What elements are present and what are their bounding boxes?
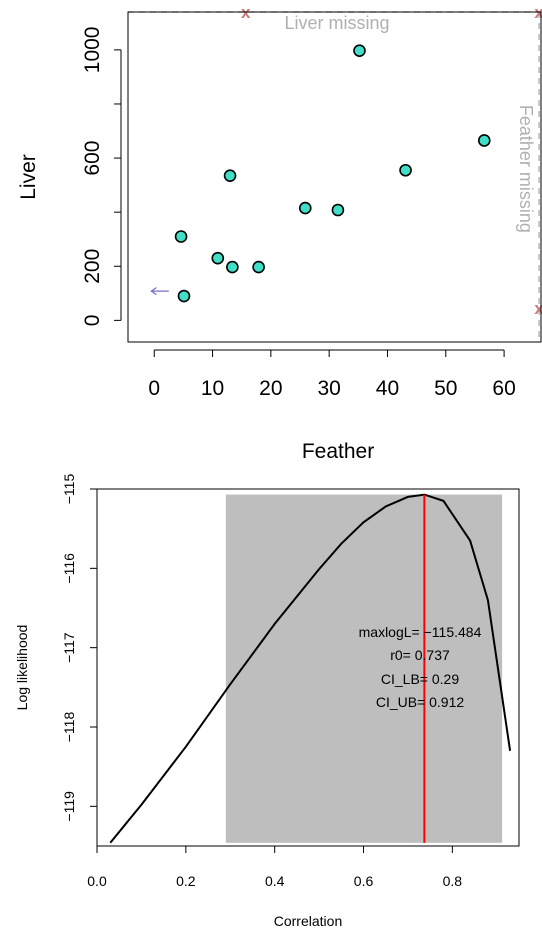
feather-missing-label: Feather missing (516, 105, 536, 233)
scatter-y-tick-label-1000: 1000 (81, 27, 104, 74)
scatter-x-axis: 0 10 20 30 40 50 60 (148, 349, 516, 400)
scatter-x-tick-label-0: 0 (148, 377, 160, 400)
likelihood-curve (109, 493, 512, 844)
scatter-point-3 (223, 169, 237, 182)
scatter-x-tick-label-60: 60 (492, 377, 515, 400)
scatter-y-tick-label-200: 200 (81, 249, 104, 284)
scatter-y-tick-label-0: 0 (81, 315, 104, 327)
likelihood-y-tick-label-3: −118 (61, 712, 77, 743)
scatter-point-6 (298, 201, 312, 215)
likelihood-x-axis: 0.0 0.2 0.4 0.6 0.8 (87, 845, 463, 889)
likelihood-x-tick-label-0: 0.0 (87, 873, 107, 889)
liver-missing-label: Liver missing (284, 13, 389, 33)
likelihood-y-tick-label-4: −119 (61, 791, 77, 822)
scatter-point-4 (226, 260, 239, 274)
likelihood-y-label: Log likelihood (14, 625, 30, 711)
scatter-x-tick-label-10: 10 (201, 377, 224, 400)
scatter-point-0 (174, 230, 188, 243)
likelihood-x-tick-label-1: 0.2 (176, 873, 196, 889)
likelihood-y-tick-label-2: −117 (61, 632, 77, 663)
scatter-y-tick-label-600: 600 (81, 141, 104, 176)
confidence-band (225, 494, 503, 843)
scatter-point-1 (177, 289, 191, 303)
likelihood-x-label: Correlation (274, 913, 342, 929)
scatter-point-9 (399, 163, 412, 177)
scatter-x-tick-label-50: 50 (434, 377, 457, 400)
likelihood-x-tick-label-3: 0.6 (354, 873, 374, 889)
stats-annotation: maxlogL= −115.484 r0= 0.737 CI_LB= 0.29 … (359, 624, 482, 710)
scatter-x-label: Feather (302, 440, 374, 463)
stat-ci-ub: CI_UB= 0.912 (376, 694, 465, 710)
scatter-x-tick-label-20: 20 (259, 377, 282, 400)
likelihood-x-tick-label-2: 0.4 (265, 873, 285, 889)
scatter-points (174, 44, 491, 303)
stat-r0: r0= 0.737 (390, 647, 450, 663)
scatter-panel: x xx 0 10 20 30 40 50 60 0 200 600 1000 Liver miss… (17, 3, 542, 463)
likelihood-panel: 0.0 0.2 0.4 0.6 0.8 −115 −116 −117 −118 −119 max… (14, 474, 520, 929)
offscale-arrow (150, 287, 169, 296)
scatter-y-label: Liver (17, 154, 40, 200)
scatter-plot-frame (127, 11, 542, 343)
stat-maxlogl: maxlogL= −115.484 (359, 624, 482, 640)
scatter-x-tick-label-40: 40 (376, 377, 399, 400)
stat-ci-lb: CI_LB= 0.29 (381, 671, 459, 687)
likelihood-y-tick-label-1: −116 (61, 553, 77, 584)
likelihood-x-tick-label-4: 0.8 (443, 873, 463, 889)
scatter-point-2 (211, 251, 225, 265)
missing-guides (128, 11, 542, 342)
scatter-point-5 (252, 260, 265, 274)
scatter-y-axis: 0 200 600 1000 (81, 27, 122, 327)
likelihood-y-tick-label-0: −115 (61, 474, 77, 505)
scatter-point-7 (331, 203, 345, 217)
missing-marker-2: x (534, 299, 542, 318)
scatter-point-10 (477, 134, 491, 147)
scatter-point-8 (353, 44, 366, 57)
scatter-x-tick-label-30: 30 (317, 377, 340, 400)
likelihood-y-axis: −115 −116 −117 −118 −119 (61, 474, 98, 822)
missing-markers: x xx (241, 3, 542, 318)
offscale-arrow-head (150, 287, 157, 296)
